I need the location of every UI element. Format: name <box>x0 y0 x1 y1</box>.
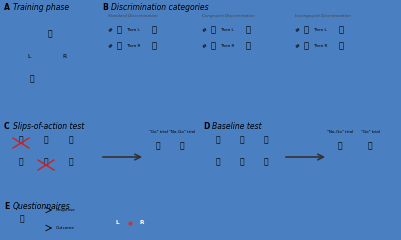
Text: Then L: Then L <box>126 28 140 32</box>
FancyBboxPatch shape <box>12 211 32 229</box>
FancyBboxPatch shape <box>11 132 31 150</box>
FancyBboxPatch shape <box>36 132 56 150</box>
Text: "No-Go" trial: "No-Go" trial <box>327 130 353 134</box>
Text: #: # <box>202 28 207 32</box>
Text: 🍇: 🍇 <box>338 142 342 151</box>
FancyBboxPatch shape <box>2 201 399 238</box>
Text: Response: Response <box>56 208 76 212</box>
Text: L: L <box>27 54 30 59</box>
FancyBboxPatch shape <box>201 121 399 199</box>
FancyBboxPatch shape <box>208 132 228 150</box>
Text: Slips-of-action test: Slips-of-action test <box>13 122 84 131</box>
Text: #: # <box>108 28 113 32</box>
Text: 🍊: 🍊 <box>338 42 344 50</box>
Text: Discrimination categories: Discrimination categories <box>111 3 209 12</box>
Text: 🍇: 🍇 <box>117 42 122 50</box>
FancyBboxPatch shape <box>172 138 192 156</box>
FancyBboxPatch shape <box>40 26 60 44</box>
Text: L: L <box>115 221 119 226</box>
Text: 🍎: 🍎 <box>20 215 24 224</box>
Text: Questionnaires: Questionnaires <box>13 202 71 211</box>
Text: 🍎: 🍎 <box>48 30 52 39</box>
FancyBboxPatch shape <box>22 71 42 89</box>
FancyBboxPatch shape <box>256 154 276 172</box>
FancyBboxPatch shape <box>148 138 168 156</box>
Text: 🍓: 🍓 <box>240 136 244 144</box>
Text: Then L: Then L <box>220 28 234 32</box>
Text: E: E <box>4 202 9 211</box>
Text: 🍉: 🍉 <box>30 75 34 84</box>
Text: 🍎: 🍎 <box>180 142 184 151</box>
Text: R: R <box>140 221 144 226</box>
Text: 🍍: 🍍 <box>304 42 308 50</box>
FancyBboxPatch shape <box>232 132 252 150</box>
Text: 🍐: 🍐 <box>211 25 215 35</box>
Text: 🍍: 🍍 <box>69 136 73 144</box>
FancyBboxPatch shape <box>58 71 78 89</box>
Text: Training phase: Training phase <box>13 3 69 12</box>
Text: Incongruent Discrimination: Incongruent Discrimination <box>295 14 351 18</box>
Text: 🍐: 🍐 <box>245 25 251 35</box>
Text: 🍎: 🍎 <box>216 136 220 144</box>
FancyBboxPatch shape <box>100 2 399 119</box>
Text: 🍌: 🍌 <box>245 42 251 50</box>
FancyBboxPatch shape <box>61 154 81 172</box>
Text: #: # <box>295 28 300 32</box>
Text: R: R <box>62 54 66 59</box>
Text: Congruent Discrimination: Congruent Discrimination <box>202 14 255 18</box>
FancyBboxPatch shape <box>2 121 199 199</box>
Text: Then L: Then L <box>313 28 327 32</box>
Text: 🍊: 🍊 <box>69 158 73 167</box>
FancyBboxPatch shape <box>11 154 31 172</box>
Text: 🍉: 🍉 <box>152 25 156 35</box>
Text: "No-Go" trial: "No-Go" trial <box>169 130 195 134</box>
Text: 🍌: 🍌 <box>211 42 215 50</box>
Text: "Go" trial: "Go" trial <box>148 130 168 134</box>
FancyBboxPatch shape <box>61 132 81 150</box>
Text: C: C <box>4 122 10 131</box>
Text: 🍊: 🍊 <box>264 136 268 144</box>
Text: 🍍: 🍍 <box>264 158 268 167</box>
Text: #: # <box>295 43 300 48</box>
Text: Then R: Then R <box>313 44 327 48</box>
FancyBboxPatch shape <box>2 2 98 119</box>
FancyBboxPatch shape <box>360 138 380 156</box>
FancyBboxPatch shape <box>256 132 276 150</box>
Text: 🍌: 🍌 <box>240 158 244 167</box>
Text: #: # <box>202 43 207 48</box>
Text: 🍊: 🍊 <box>304 25 308 35</box>
Text: 🍒: 🍒 <box>19 158 23 167</box>
Text: 🍎: 🍎 <box>368 142 372 151</box>
FancyBboxPatch shape <box>208 154 228 172</box>
Text: 🍇: 🍇 <box>156 142 160 151</box>
Text: "Go" trial: "Go" trial <box>360 130 379 134</box>
Text: D: D <box>203 122 209 131</box>
Text: 🍐: 🍐 <box>44 136 48 144</box>
FancyBboxPatch shape <box>36 154 56 172</box>
Text: 🍎: 🍎 <box>117 25 122 35</box>
Text: 🍐: 🍐 <box>44 158 48 167</box>
Text: #: # <box>108 43 113 48</box>
Text: Then R: Then R <box>220 44 234 48</box>
Text: 🍍: 🍍 <box>338 25 344 35</box>
Text: Outcome: Outcome <box>56 226 75 230</box>
Text: 🍎: 🍎 <box>19 136 23 144</box>
Text: 🍒: 🍒 <box>152 42 156 50</box>
Text: Baseline test: Baseline test <box>212 122 261 131</box>
Text: Then R: Then R <box>126 44 140 48</box>
Text: 🍓: 🍓 <box>216 158 220 167</box>
FancyBboxPatch shape <box>232 154 252 172</box>
FancyBboxPatch shape <box>114 227 130 237</box>
FancyBboxPatch shape <box>330 138 350 156</box>
Text: Standard Discrimination: Standard Discrimination <box>108 14 158 18</box>
Text: B: B <box>102 3 108 12</box>
Text: A: A <box>4 3 10 12</box>
